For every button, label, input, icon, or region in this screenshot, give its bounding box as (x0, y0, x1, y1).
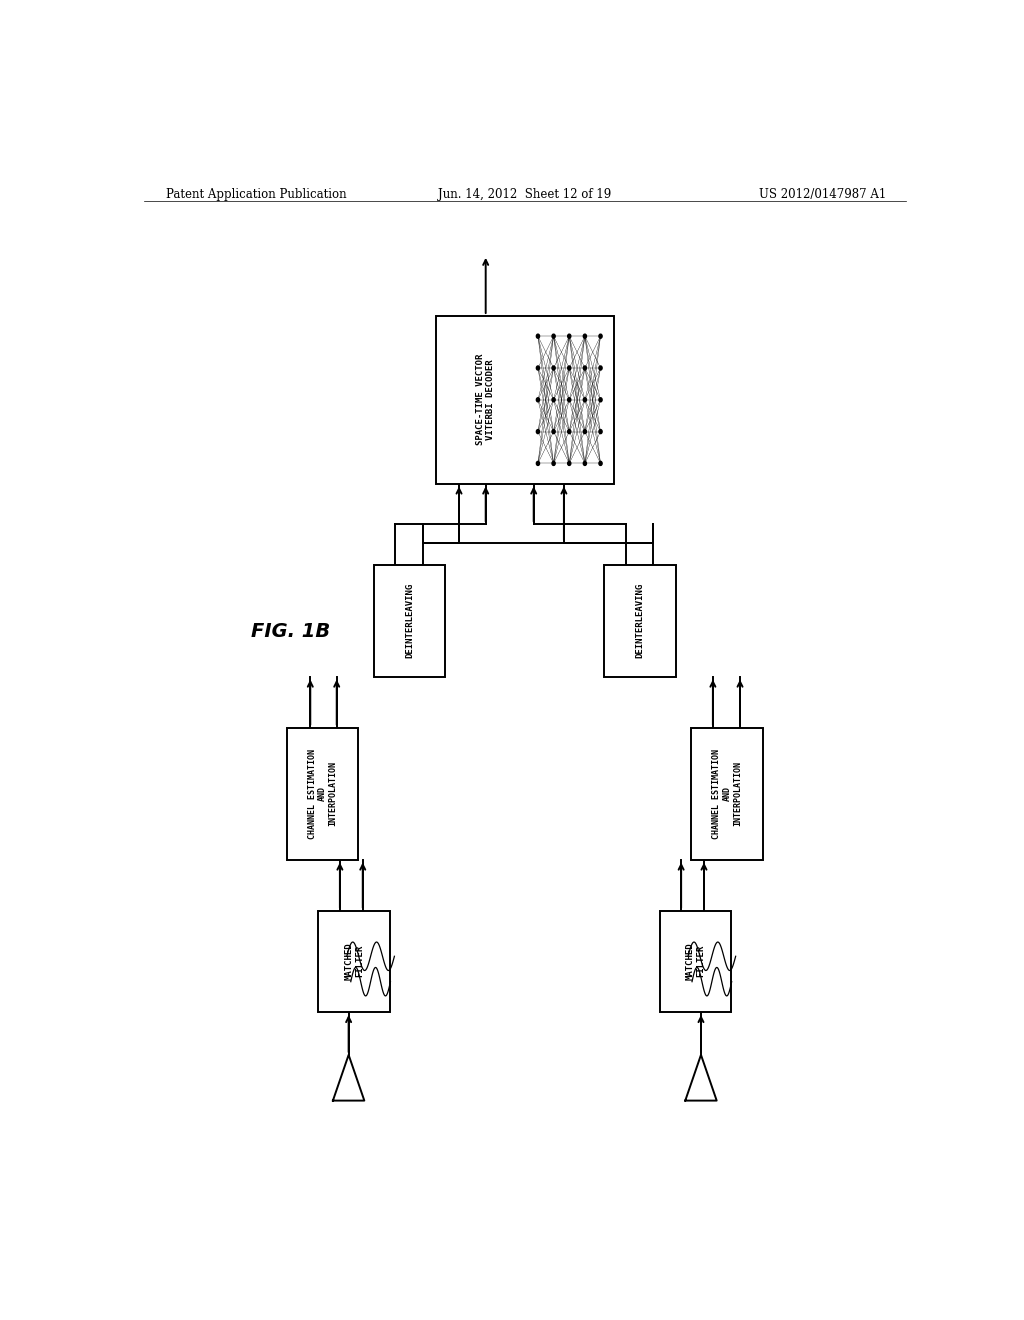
Circle shape (599, 366, 602, 370)
Circle shape (537, 397, 540, 401)
Circle shape (537, 429, 540, 434)
Text: Jun. 14, 2012  Sheet 12 of 19: Jun. 14, 2012 Sheet 12 of 19 (438, 187, 611, 201)
Text: DEINTERLEAVING: DEINTERLEAVING (406, 583, 415, 659)
Bar (691, 727, 763, 859)
Circle shape (584, 462, 587, 466)
Text: MATCHED
FILTER: MATCHED FILTER (344, 942, 364, 981)
Text: SPACE-TIME VECTOR
VITERBI DECODER: SPACE-TIME VECTOR VITERBI DECODER (476, 354, 496, 445)
Circle shape (584, 397, 587, 401)
Circle shape (552, 462, 555, 466)
Circle shape (567, 462, 570, 466)
Circle shape (552, 429, 555, 434)
Bar (318, 911, 390, 1012)
Text: DEINTERLEAVING: DEINTERLEAVING (635, 583, 644, 659)
Circle shape (599, 429, 602, 434)
Bar (436, 315, 613, 483)
Text: FIG. 1B: FIG. 1B (251, 622, 331, 640)
Circle shape (584, 366, 587, 370)
Circle shape (599, 334, 602, 338)
Circle shape (567, 334, 570, 338)
Bar (287, 727, 358, 859)
Circle shape (567, 366, 570, 370)
Circle shape (599, 462, 602, 466)
Bar (374, 565, 445, 677)
Text: Patent Application Publication: Patent Application Publication (166, 187, 347, 201)
Circle shape (537, 366, 540, 370)
Circle shape (599, 397, 602, 401)
Circle shape (537, 462, 540, 466)
Circle shape (552, 334, 555, 338)
Circle shape (567, 397, 570, 401)
Bar (659, 911, 731, 1012)
Bar (604, 565, 676, 677)
Text: CHANNEL ESTIMATION
AND
INTERPOLATION: CHANNEL ESTIMATION AND INTERPOLATION (307, 748, 337, 838)
Circle shape (584, 334, 587, 338)
Text: US 2012/0147987 A1: US 2012/0147987 A1 (759, 187, 886, 201)
Circle shape (567, 429, 570, 434)
Text: CHANNEL ESTIMATION
AND
INTERPOLATION: CHANNEL ESTIMATION AND INTERPOLATION (713, 748, 742, 838)
Circle shape (537, 334, 540, 338)
Circle shape (552, 366, 555, 370)
Text: MATCHED
FILTER: MATCHED FILTER (686, 942, 706, 981)
Circle shape (584, 429, 587, 434)
Circle shape (552, 397, 555, 401)
